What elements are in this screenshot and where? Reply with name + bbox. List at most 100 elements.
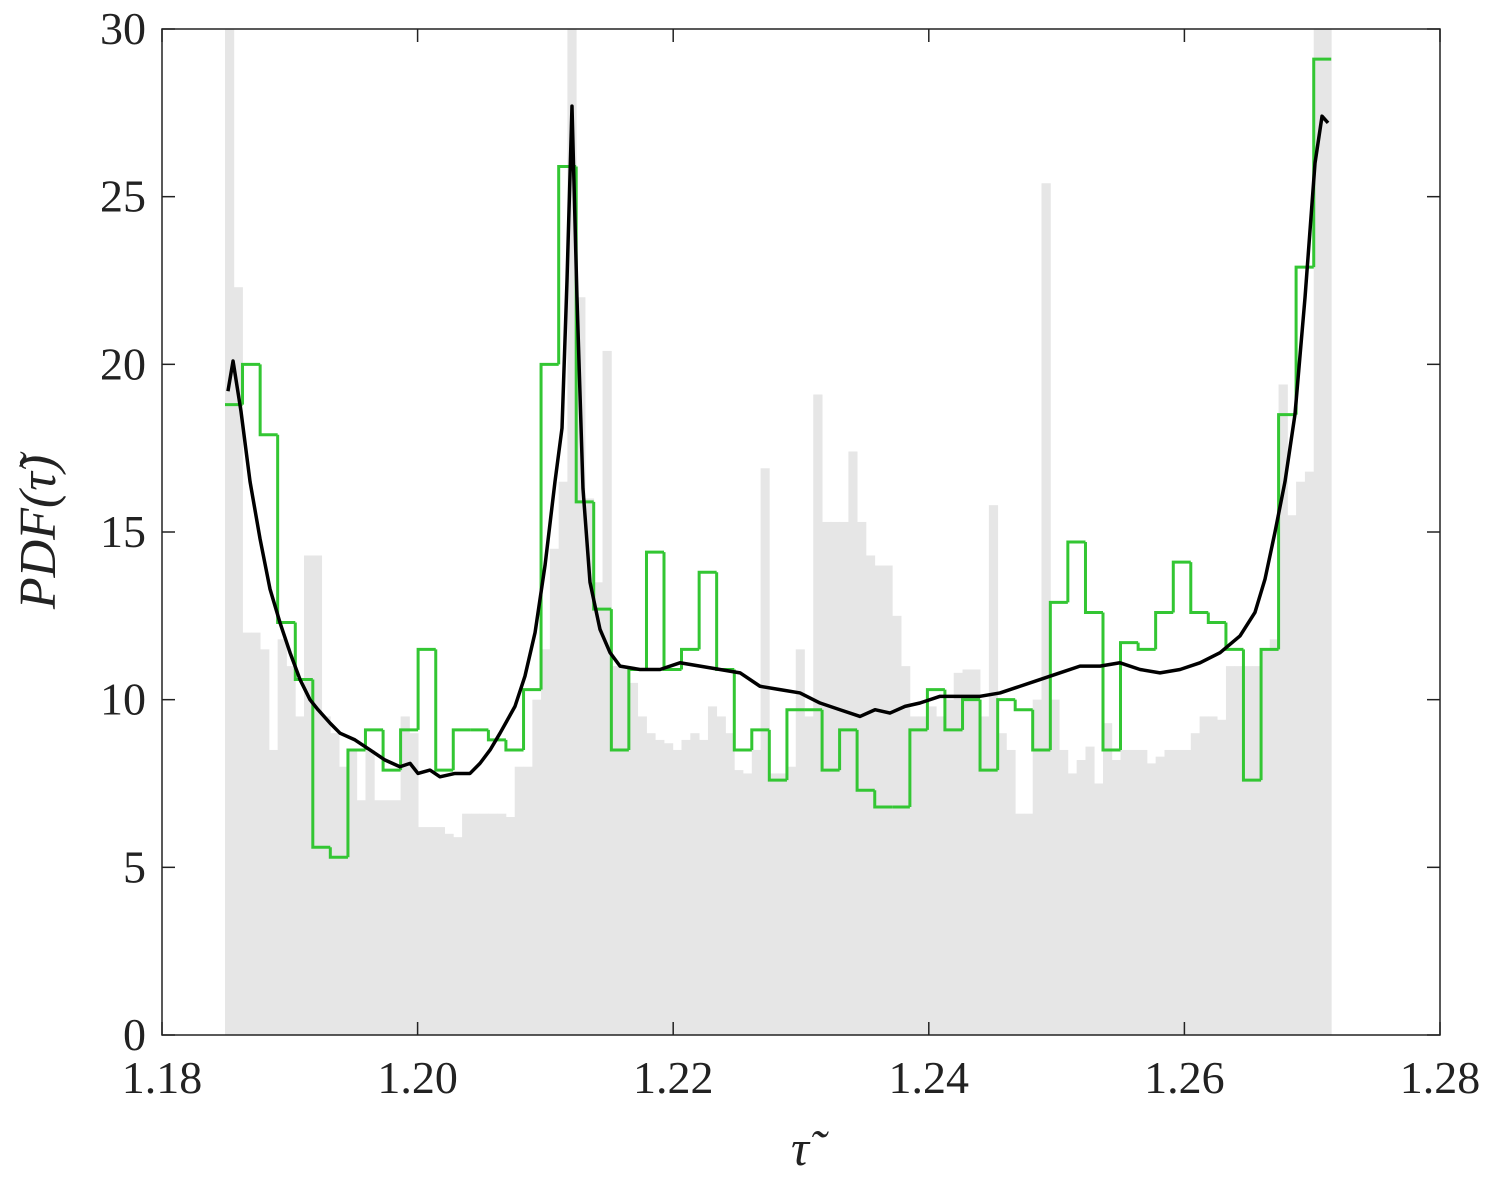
histogram-step [451, 728, 471, 771]
histogram-bar [312, 555, 323, 1035]
histogram-bar [435, 827, 445, 1035]
histogram-bar [268, 749, 279, 1035]
histogram-bar [1296, 481, 1306, 1035]
pdf-line [226, 104, 1330, 779]
x-tick-label: 1.24 [889, 1052, 970, 1103]
x-tick-label: 1.22 [633, 1052, 714, 1103]
histogram-bar [778, 773, 788, 1035]
histogram-bar [356, 800, 366, 1035]
histogram-bar [637, 716, 647, 1035]
histogram-step [504, 739, 524, 752]
histogram-bar [514, 766, 524, 1035]
x-tick-label: 1.20 [377, 1052, 458, 1103]
histogram-bar [541, 649, 551, 1035]
histogram-step [732, 669, 752, 752]
histogram-bar [734, 770, 744, 1035]
histogram-step [978, 699, 998, 772]
y-axis-label: PDF(τ̃) [10, 451, 67, 610]
histogram-step [416, 647, 436, 730]
y-tick-label: 30 [100, 3, 146, 54]
histogram-bar [1024, 813, 1034, 1035]
histogram-step [996, 698, 1016, 771]
histogram-bar [233, 287, 243, 1035]
histogram-step [1119, 641, 1139, 750]
histogram-bar [918, 716, 928, 1035]
histogram-step [1154, 610, 1174, 650]
x-tick-label: 1.18 [122, 1052, 203, 1103]
histogram-bar [602, 350, 612, 1035]
histogram-bar [1322, 29, 1332, 1035]
histogram-bar [576, 297, 586, 1035]
histogram-bar [690, 733, 700, 1035]
histogram-bar [1287, 515, 1297, 1035]
histogram-bar [742, 773, 753, 1035]
histogram-bar [953, 672, 963, 1035]
histogram-bar [1181, 749, 1192, 1035]
histogram-bar [1261, 649, 1271, 1035]
histogram-step [346, 748, 366, 858]
histogram-bar [813, 394, 823, 1035]
histogram-bar [1111, 760, 1121, 1035]
histogram-bar [795, 649, 805, 1035]
histogram-step [943, 689, 963, 732]
histogram-step [644, 550, 664, 670]
histogram-bar [347, 749, 358, 1035]
histogram-bar [409, 733, 419, 1035]
histogram-step [1136, 642, 1156, 651]
histogram-bar [1067, 773, 1078, 1035]
histogram-step [1241, 649, 1262, 782]
histogram-step [697, 570, 717, 650]
histogram-step [486, 729, 506, 742]
histogram-bar [980, 716, 990, 1035]
histogram-bar [769, 773, 779, 1035]
histogram-bar [857, 521, 867, 1035]
histogram-bar [1138, 749, 1148, 1035]
histogram-bar [1173, 749, 1183, 1035]
histogram-bar [725, 733, 735, 1035]
histogram-bar [277, 639, 287, 1035]
histogram-bar [1243, 666, 1253, 1035]
histogram-step [1083, 542, 1103, 614]
histogram-step [1013, 699, 1033, 712]
histogram-bar [874, 565, 884, 1035]
histogram-bar [751, 749, 762, 1035]
histogram-bar [1304, 471, 1315, 1035]
histogram-bar [339, 766, 349, 1035]
histogram-bar [1032, 699, 1042, 1035]
histogram-bar [470, 813, 480, 1035]
histogram-step [434, 649, 454, 772]
histogram-bar [242, 632, 252, 1035]
histogram-bar [707, 706, 718, 1035]
histogram-bar [1085, 746, 1095, 1035]
histogram-bar [971, 669, 981, 1035]
y-tick-label: 5 [123, 841, 146, 892]
histogram-bar [479, 813, 489, 1035]
plot-area [225, 29, 1332, 1035]
histogram-bar [1269, 639, 1279, 1035]
histogram-bar [839, 521, 849, 1035]
histogram-step [399, 728, 419, 771]
histogram-bar [295, 716, 305, 1035]
histogram-step [311, 679, 331, 849]
histogram-bar [374, 800, 384, 1035]
histogram-bar [549, 548, 560, 1035]
histogram-bar [497, 813, 507, 1035]
histogram-bar [383, 800, 393, 1035]
histogram-bar [303, 555, 314, 1035]
y-tick-label: 20 [100, 338, 146, 389]
histogram-step [838, 728, 858, 771]
histogram-bar [1129, 749, 1139, 1035]
histogram-step [855, 729, 875, 792]
histogram-bar [620, 666, 630, 1035]
histogram-bar [260, 649, 270, 1035]
histogram-bar [426, 827, 437, 1035]
histogram-bar [1278, 384, 1288, 1035]
histogram-bar [883, 565, 893, 1035]
histogram-bar [585, 498, 595, 1035]
histogram-bar [532, 699, 542, 1035]
histogram-bar [567, 29, 577, 1035]
histogram-bar [330, 733, 340, 1035]
histogram-step [1066, 540, 1086, 603]
histogram-bar [1190, 733, 1201, 1035]
histogram-bar [760, 468, 770, 1035]
